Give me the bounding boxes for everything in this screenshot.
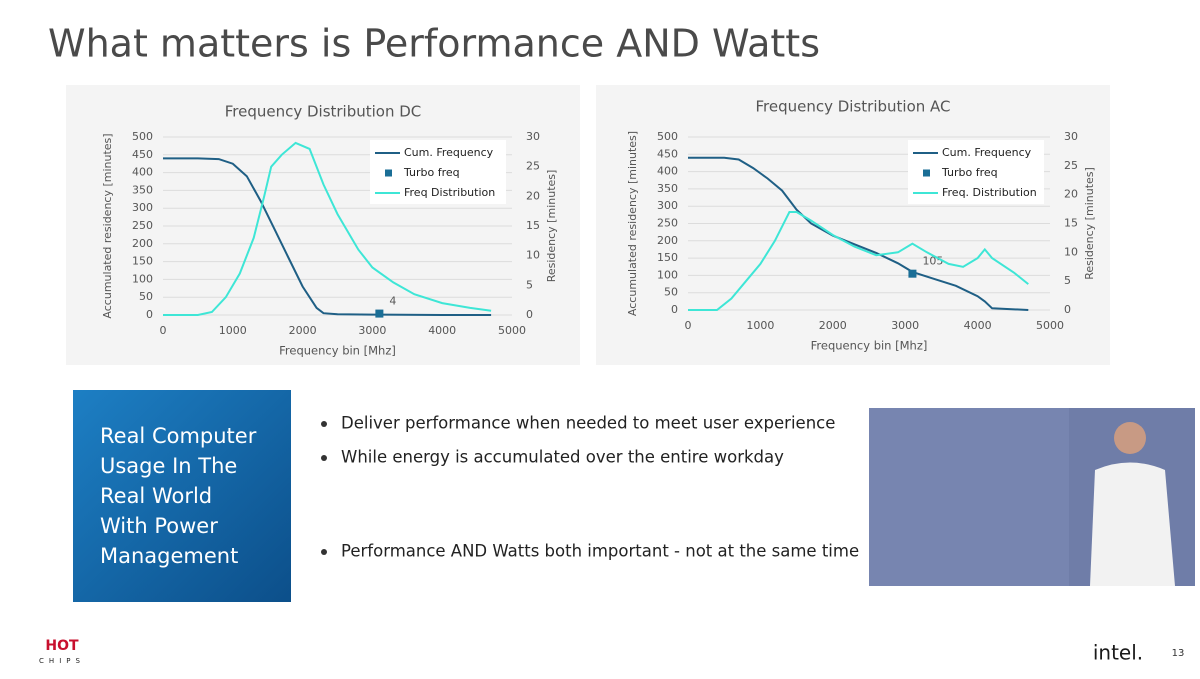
y2-tick-label: 5 (526, 278, 533, 291)
y2-tick-label: 25 (526, 160, 540, 173)
series-line (688, 156, 1029, 311)
x-tick-label: 4000 (428, 324, 456, 337)
x-tick-label: 2000 (289, 324, 317, 337)
chart-title: Frequency Distribution DC (225, 103, 422, 121)
turbo-marker (375, 309, 384, 318)
y2-tick-label: 20 (1064, 188, 1078, 201)
y-tick-label: 300 (657, 199, 678, 212)
y-tick-label: 500 (657, 130, 678, 143)
y-tick-label: 100 (657, 268, 678, 281)
logo-bottom: CHIPS (39, 657, 85, 665)
y2-tick-label: 30 (526, 130, 540, 143)
x-tick-label: 0 (160, 324, 167, 337)
bullet-text: Performance AND Watts both important - n… (341, 542, 859, 561)
y-tick-label: 300 (132, 201, 153, 214)
chart: Frequency Distribution AC050100150200250… (596, 85, 1110, 365)
photo-head (1114, 422, 1146, 454)
y-tick-label: 450 (132, 148, 153, 161)
brand-logo: intel. (1093, 641, 1143, 665)
box-text: Real Computer Usage In The Real World With … (100, 424, 257, 568)
y-tick-label: 350 (657, 182, 678, 195)
bullet-text: Deliver performance when needed to meet … (341, 414, 835, 433)
chart-panel (66, 85, 580, 365)
x-tick-label: 1000 (746, 319, 774, 332)
series-line (163, 141, 492, 316)
series-line (688, 211, 1029, 311)
y-tick-label: 0 (671, 303, 678, 316)
y2-tick-label: 5 (1064, 274, 1071, 287)
y-tick-label: 350 (132, 183, 153, 196)
x-tick-label: 3000 (358, 324, 386, 337)
y2-tick-label: 0 (1064, 303, 1071, 316)
bullet-text: While energy is accumulated over the ent… (341, 448, 784, 467)
y-tick-label: 250 (657, 217, 678, 230)
y-tick-label: 400 (657, 165, 678, 178)
legend-swatch (385, 169, 392, 177)
box-line: Real World (100, 484, 212, 508)
legend-label: Turbo freq (941, 166, 998, 179)
y-tick-label: 450 (657, 147, 678, 160)
box-line: Real Computer (100, 424, 257, 448)
legend-label: Turbo freq (403, 166, 460, 179)
y-tick-label: 200 (657, 234, 678, 247)
y2-tick-label: 20 (526, 189, 540, 202)
photo-screen (869, 408, 1069, 586)
y2-tick-label: 10 (526, 249, 540, 262)
bullet-dot (321, 549, 327, 555)
bullet-dot (321, 421, 327, 427)
x-tick-label: 2000 (819, 319, 847, 332)
page-number: 13 (1172, 648, 1185, 659)
bullet-list: Deliver performance when needed to meet … (321, 414, 859, 561)
y-tick-label: 500 (132, 130, 153, 143)
y-tick-label: 200 (132, 237, 153, 250)
legend-label: Cum. Frequency (942, 146, 1032, 159)
x-tick-label: 0 (685, 319, 692, 332)
photo-body (1090, 462, 1175, 586)
y-tick-label: 0 (146, 308, 153, 321)
topic-box (73, 390, 291, 602)
legend-swatch (923, 169, 930, 177)
y-tick-label: 50 (139, 290, 153, 303)
x-axis-label: Frequency bin [Mhz] (811, 339, 928, 353)
y2-tick-label: 10 (1064, 245, 1078, 258)
y-axis-label: Accumulated residency [minutes] (626, 131, 639, 316)
box-line: With Power (100, 514, 218, 538)
y2-tick-label: 30 (1064, 130, 1078, 143)
y-axis-label: Accumulated residency [minutes] (101, 133, 114, 318)
y-tick-label: 150 (132, 255, 153, 268)
box-line: Management (100, 544, 238, 568)
box-line: Usage In The (100, 454, 237, 478)
y2-axis-label: Residency [minutes] (1083, 167, 1096, 280)
turbo-marker (908, 269, 917, 278)
logo-top: HOT (45, 638, 79, 654)
y2-tick-label: 15 (526, 219, 540, 232)
x-axis-label: Frequency bin [Mhz] (279, 344, 396, 358)
y-tick-label: 250 (132, 219, 153, 232)
chart-panel (596, 85, 1110, 365)
x-tick-label: 4000 (964, 319, 992, 332)
bullet-dot (321, 455, 327, 461)
y-tick-label: 50 (664, 286, 678, 299)
y2-tick-label: 0 (526, 308, 533, 321)
y2-tick-label: 25 (1064, 159, 1078, 172)
x-tick-label: 1000 (219, 324, 247, 337)
data-label: 4 (389, 295, 396, 308)
slide-title: What matters is Performance AND Watts (48, 22, 820, 66)
legend-label: Freq Distribution (404, 186, 495, 199)
chart: Frequency Distribution DC050100150200250… (66, 85, 580, 365)
series-line (163, 157, 492, 316)
y2-tick-label: 15 (1064, 217, 1078, 230)
y-tick-label: 150 (657, 251, 678, 264)
y-tick-label: 100 (132, 272, 153, 285)
x-tick-label: 5000 (1036, 319, 1064, 332)
legend-label: Freq. Distribution (942, 186, 1037, 199)
x-tick-label: 3000 (891, 319, 919, 332)
y-tick-label: 400 (132, 166, 153, 179)
x-tick-label: 5000 (498, 324, 526, 337)
y2-axis-label: Residency [minutes] (545, 170, 558, 283)
chart-title: Frequency Distribution AC (755, 98, 950, 116)
legend-label: Cum. Frequency (404, 146, 494, 159)
